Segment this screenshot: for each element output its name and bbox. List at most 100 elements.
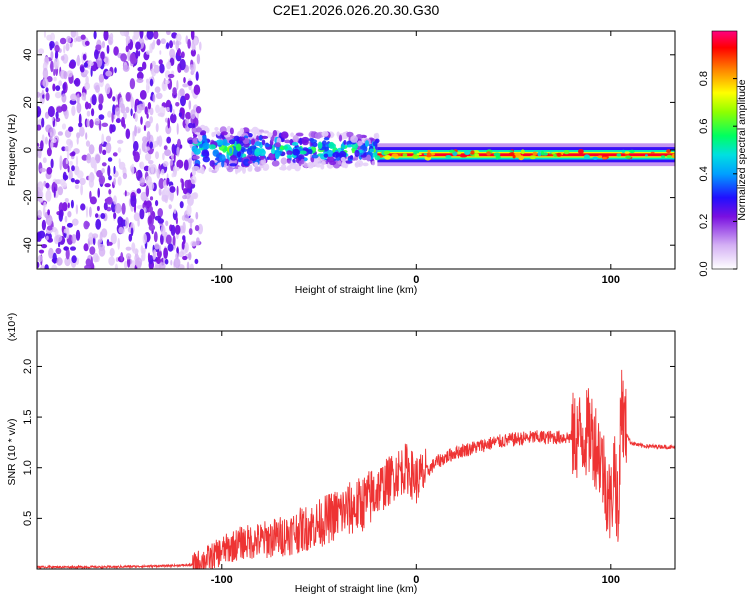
noise-speckle	[53, 76, 57, 82]
noise-speckle	[165, 124, 172, 135]
noise-speckle	[169, 40, 173, 49]
signal-blob	[192, 137, 200, 145]
signal-blob	[280, 157, 288, 165]
noise-speckle	[176, 166, 180, 171]
noise-speckle	[122, 64, 130, 72]
noise-speckle	[63, 246, 69, 251]
noise-speckle	[142, 196, 149, 203]
noise-speckle	[45, 124, 52, 133]
noise-speckle	[167, 117, 170, 129]
noise-speckle	[175, 253, 179, 260]
noise-speckle	[169, 159, 173, 166]
signal-blob	[193, 148, 201, 155]
noise-speckle	[45, 182, 50, 189]
noise-speckle	[76, 132, 81, 139]
noise-speckle	[71, 165, 75, 172]
noise-speckle	[121, 202, 126, 215]
noise-speckle	[108, 256, 115, 266]
carrier-blob	[592, 156, 599, 160]
carrier-blob	[529, 155, 536, 160]
signal-blob	[246, 147, 253, 155]
noise-speckle	[114, 203, 122, 214]
noise-speckle	[195, 237, 200, 246]
signal-blob	[314, 159, 322, 165]
signal-blob	[209, 160, 215, 167]
noise-speckle	[138, 103, 145, 111]
noise-speckle	[86, 110, 91, 117]
noise-speckle	[176, 146, 180, 157]
noise-speckle	[181, 178, 184, 191]
noise-speckle	[69, 160, 73, 166]
noise-speckle	[185, 111, 192, 120]
noise-speckle	[113, 212, 117, 220]
signal-blob	[262, 163, 270, 171]
signal-blob	[254, 161, 259, 167]
noise-speckle	[125, 92, 131, 102]
noise-speckle	[175, 33, 182, 42]
noise-speckle	[76, 102, 82, 114]
noise-speckle	[182, 195, 188, 200]
noise-speckle	[149, 78, 154, 87]
signal-blob	[215, 139, 224, 146]
noise-speckle	[134, 112, 138, 122]
noise-speckle	[96, 205, 100, 212]
noise-speckle	[159, 50, 162, 55]
noise-speckle	[130, 195, 137, 208]
noise-speckle	[164, 149, 172, 157]
signal-blob	[208, 167, 212, 173]
noise-speckle	[70, 199, 74, 209]
noise-speckle	[135, 257, 143, 268]
noise-speckle	[104, 183, 111, 188]
noise-speckle	[152, 93, 156, 103]
carrier-blob	[384, 155, 391, 160]
noise-speckle	[107, 241, 113, 246]
noise-speckle	[170, 259, 173, 266]
signal-blob	[264, 143, 271, 148]
noise-speckle	[172, 235, 176, 246]
noise-speckle	[196, 53, 201, 65]
noise-speckle	[133, 212, 141, 222]
noise-speckle	[192, 123, 196, 129]
noise-speckle	[145, 153, 152, 161]
signal-blob	[286, 154, 292, 159]
noise-speckle	[136, 188, 142, 194]
noise-speckle	[183, 77, 186, 84]
noise-speckle	[54, 44, 60, 53]
noise-speckle	[94, 49, 99, 60]
noise-speckle	[43, 31, 47, 38]
noise-speckle	[148, 181, 155, 191]
noise-speckle	[98, 243, 105, 251]
noise-speckle	[117, 176, 122, 186]
signal-blob	[365, 140, 369, 147]
snr-xtick-label: 0	[413, 574, 419, 586]
signal-blob	[216, 131, 221, 136]
noise-speckle	[55, 234, 63, 243]
noise-speckle	[58, 80, 63, 87]
noise-speckle	[109, 247, 115, 257]
noise-speckle	[92, 233, 99, 239]
signal-blob	[229, 163, 238, 167]
noise-speckle	[110, 232, 117, 245]
signal-blob	[249, 129, 253, 133]
snr-xtick-label: -100	[211, 574, 233, 586]
noise-speckle	[65, 43, 70, 52]
signal-blob	[338, 150, 347, 159]
snr-xlabel: Height of straight line (km)	[295, 583, 418, 595]
carrier-blob	[556, 152, 562, 157]
noise-speckle	[141, 141, 146, 152]
noise-speckle	[187, 179, 192, 189]
noise-speckle	[154, 86, 161, 93]
spectrogram-xtick-label: 100	[602, 274, 620, 286]
noise-speckle	[107, 165, 111, 177]
noise-speckle	[63, 70, 68, 80]
noise-speckle	[101, 162, 107, 167]
signal-blob	[360, 144, 366, 150]
signal-blob	[261, 135, 269, 139]
signal-blob	[202, 142, 211, 150]
noise-speckle	[108, 189, 112, 195]
noise-speckle	[85, 206, 89, 218]
noise-speckle	[133, 31, 140, 40]
noise-speckle	[190, 109, 196, 120]
noise-speckle	[101, 122, 109, 128]
noise-speckle	[45, 189, 52, 202]
